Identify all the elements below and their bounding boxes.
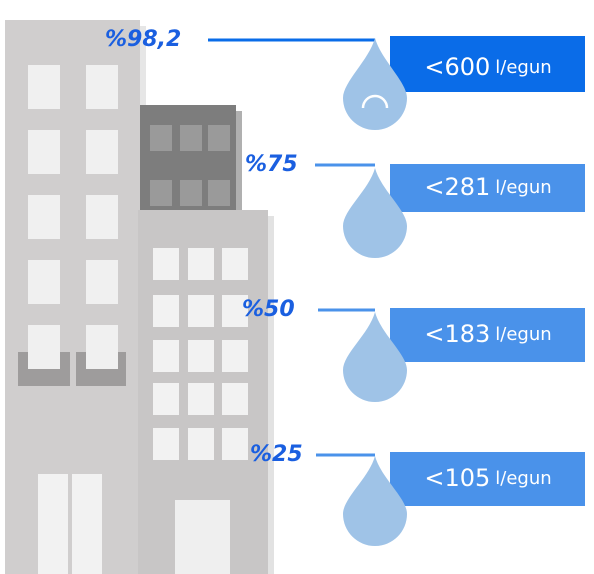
- window: [153, 248, 179, 280]
- door: [175, 500, 230, 574]
- window: [86, 260, 118, 304]
- window: [153, 383, 179, 415]
- door: [72, 474, 102, 574]
- amount: <183: [424, 320, 490, 348]
- window: [188, 295, 214, 327]
- unit: l/egun: [495, 57, 551, 78]
- window: [28, 130, 60, 174]
- window: [28, 260, 60, 304]
- window: [28, 325, 60, 369]
- percent-label: %25: [250, 442, 303, 467]
- window: [208, 125, 230, 151]
- window: [86, 130, 118, 174]
- window: [188, 428, 214, 460]
- window: [153, 428, 179, 460]
- unit: l/egun: [495, 324, 551, 345]
- window: [222, 383, 248, 415]
- window: [222, 428, 248, 460]
- window: [188, 383, 214, 415]
- window: [28, 195, 60, 239]
- window: [222, 340, 248, 372]
- window: [150, 125, 172, 151]
- window: [28, 65, 60, 109]
- window: [153, 340, 179, 372]
- amount: <105: [424, 464, 490, 492]
- percent-label: %98,2: [105, 27, 181, 52]
- infographic: %98,2<600l/egun%75<281l/egun%50<183l/egu…: [0, 0, 594, 574]
- amount: <600: [424, 53, 490, 81]
- amount: <281: [424, 173, 490, 201]
- window: [86, 65, 118, 109]
- percent-label: %50: [242, 297, 295, 322]
- window: [180, 180, 202, 206]
- window: [86, 195, 118, 239]
- window: [188, 340, 214, 372]
- window: [150, 180, 172, 206]
- buildings: [5, 20, 274, 574]
- door: [38, 474, 68, 574]
- window: [180, 125, 202, 151]
- percent-label: %75: [245, 152, 298, 177]
- unit: l/egun: [495, 177, 551, 198]
- window: [208, 180, 230, 206]
- window: [222, 248, 248, 280]
- window: [153, 295, 179, 327]
- window: [86, 325, 118, 369]
- unit: l/egun: [495, 468, 551, 489]
- window: [188, 248, 214, 280]
